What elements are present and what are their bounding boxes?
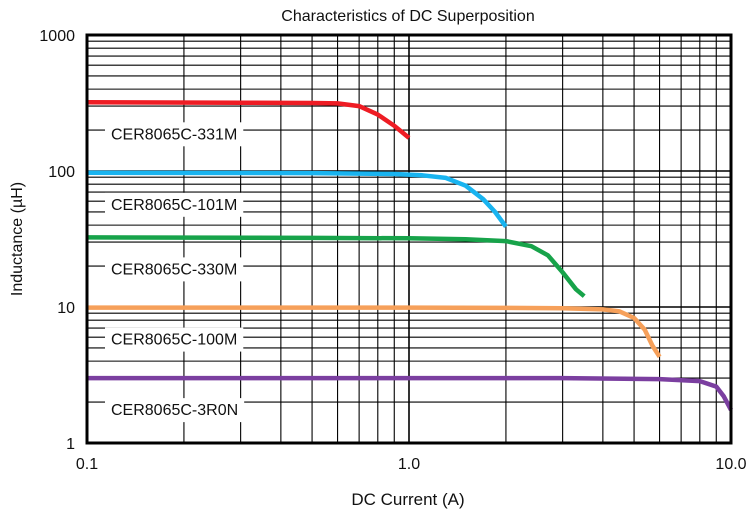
series-label-background: [105, 122, 244, 147]
x-axis-label: DC Current (A): [351, 490, 464, 509]
series-label-background: [105, 398, 245, 423]
series-layer: [86, 100, 733, 411]
series-line-cer8065c-330m: [86, 235, 586, 298]
tick-label-layer: 0.1 1.0 10.0 1 10 100 1000: [39, 28, 746, 473]
y-tick-label: 1000: [39, 28, 75, 45]
y-tick-label: 100: [48, 164, 75, 181]
series-label: CER8065C-331M: [111, 126, 237, 143]
series-label: CER8065C-101M: [111, 197, 237, 214]
series-line-cer8065c-331m: [86, 100, 411, 140]
series-line-cer8065c-101m: [86, 170, 508, 228]
series-line-cer8065c-100m: [87, 305, 662, 359]
series-label-background: [105, 192, 244, 217]
x-tick-label: 0.1: [76, 456, 98, 473]
series-label-background: [105, 327, 244, 352]
series-label: CER8065C-100M: [111, 332, 237, 349]
plot-frame: [85, 33, 733, 445]
y-tick-label: 1: [66, 436, 75, 453]
chart-title: Characteristics of DC Superposition: [281, 8, 534, 25]
y-tick-label: 10: [57, 300, 75, 317]
series-label-layer: CER8065C-331M CER8065C-101M CER8065C-330M C…: [105, 122, 245, 423]
series-label: CER8065C-3R0N: [111, 402, 238, 419]
y-axis-label: Inductance (µH): [9, 182, 26, 296]
x-tick-label: 1.0: [398, 456, 420, 473]
series-line-cer8065c-3r0n: [87, 375, 733, 411]
series-label-background: [105, 257, 244, 282]
series-label: CER8065C-330M: [111, 261, 237, 278]
x-tick-label: 10.0: [715, 456, 746, 473]
grid-layer: [87, 35, 731, 443]
